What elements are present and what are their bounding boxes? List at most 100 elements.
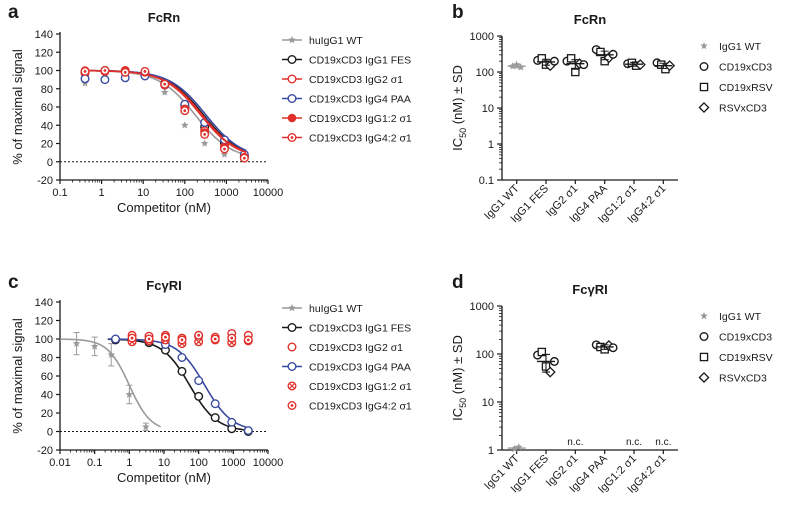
x-tick-label: 10000	[253, 457, 284, 469]
legend-marker	[288, 36, 296, 44]
data-point	[220, 150, 229, 158]
data-point	[200, 139, 209, 147]
data-point	[219, 144, 229, 154]
x-axis-label: Competitor (nM)	[117, 470, 211, 485]
data-point	[90, 342, 99, 350]
data-points	[508, 45, 676, 77]
data-point	[142, 422, 150, 431]
series-huigg1-wt	[60, 332, 161, 432]
legend-marker	[699, 352, 709, 362]
y-tick-label: 20	[41, 408, 53, 420]
data-point	[517, 63, 525, 71]
mean-sd-bar	[537, 353, 555, 373]
open-circle-marker-icon	[699, 62, 709, 72]
open-circle-marker-icon	[287, 55, 297, 65]
marker-center-dot	[123, 70, 127, 74]
sd-whisker	[512, 446, 521, 450]
y-tick-label: 0.1	[479, 175, 494, 187]
filled-circle-marker-icon	[287, 113, 297, 123]
marker-center-dot	[230, 336, 234, 340]
not-calculated-label: n.c.	[655, 437, 671, 448]
legend-item-igg1-wt: IgG1 WT	[700, 311, 762, 323]
plot-area	[80, 65, 249, 163]
x-tick-label: 0.1	[52, 187, 67, 199]
y-tick-label: 140	[35, 29, 53, 41]
y-axis-label-subscript: 50	[458, 128, 468, 138]
x-tick-label: 10000	[253, 187, 284, 199]
marker-center-dot	[103, 69, 107, 72]
legend-item-cd19xcd3-igg1-2-1: CD19xCD3 IgG1:2 σ1	[287, 381, 412, 393]
panel-letter: b	[452, 2, 464, 23]
legend-marker	[700, 312, 708, 320]
y-tick-label: 10	[482, 103, 494, 115]
legend-item-huigg1-wt: huIgG1 WT	[282, 35, 363, 47]
legend-label: huIgG1 WT	[309, 35, 363, 47]
legend-item-cd19xrsv: CD19xRSV	[699, 82, 773, 94]
square-marker-icon	[699, 352, 709, 362]
open-circle-marker-icon	[177, 353, 187, 363]
marker-center-dot	[197, 333, 201, 337]
data-point	[160, 79, 170, 89]
y-axis-label-units: (nM) ± SD	[450, 65, 465, 128]
plot-area	[60, 328, 253, 437]
panel-a-fcrn-binding-curves: a FcRn -20 0 20 40 60 80 100 120 140 0.1 1 10 100 1000 1…	[8, 2, 412, 215]
data-point	[210, 334, 220, 344]
legend-label: IgG1 WT	[719, 311, 762, 323]
data-point	[200, 129, 210, 139]
not-calculated-label: n.c.	[626, 437, 642, 448]
y-tick-label: 100	[476, 349, 494, 361]
y-tick-label: 10	[482, 397, 494, 409]
chart-title: FcRn	[148, 10, 181, 25]
y-tick-label: 100	[35, 334, 53, 346]
mean-sd-bar	[625, 61, 643, 67]
x-tick-label: 10	[158, 457, 170, 469]
legend-item-rsvxcd3: RSVxCD3	[698, 371, 767, 385]
legend: huIgG1 WT CD19xCD3 IgG1 FES CD19xCD3 IgG2 …	[282, 35, 412, 145]
y-tick-label: 80	[41, 353, 53, 365]
legend-marker	[287, 323, 297, 333]
legend-marker	[288, 304, 296, 312]
y-axis-label-main: IC	[450, 408, 465, 421]
open-circle-marker-icon	[177, 366, 187, 376]
legend-item-cd19xcd3-igg1-fes: CD19xCD3 IgG1 FES	[282, 55, 411, 67]
legend-label: CD19xCD3 IgG4:2 σ1	[309, 401, 412, 413]
legend-item-cd19xcd3-igg2-1: CD19xCD3 IgG2 σ1	[287, 342, 403, 354]
panel-d-fcgri-ic50: d FcγRI 1 10 100 1000 IC50 (nM) ± SD IgG1 WTIgG…	[450, 272, 773, 496]
data-point	[125, 390, 134, 398]
legend-marker	[287, 381, 297, 391]
mean-sd-bar	[537, 58, 555, 66]
legend-label: huIgG1 WT	[309, 303, 363, 315]
sd-whisker	[542, 353, 550, 373]
legend-marker	[287, 342, 297, 352]
star-marker-icon	[160, 88, 169, 96]
marker-center-dot	[143, 70, 147, 73]
y-tick-label: 100	[476, 67, 494, 79]
legend-label: CD19xCD3 IgG2 σ1	[309, 74, 403, 86]
legend-marker	[699, 332, 709, 342]
marker-center-dot	[246, 338, 250, 342]
legend-marker	[698, 101, 710, 114]
y-tick-label: 1000	[470, 301, 494, 313]
legend-label: CD19xCD3 IgG2 σ1	[309, 342, 403, 354]
marker-center-dot	[203, 132, 207, 136]
legend-label: CD19xCD3	[719, 332, 772, 344]
marker-cross	[195, 338, 202, 345]
y-tick-label: 120	[35, 316, 53, 328]
panel-letter: c	[8, 272, 19, 293]
legend-item-cd19xrsv: CD19xRSV	[699, 352, 773, 364]
data-point	[111, 334, 121, 344]
legend-label: CD19xCD3 IgG1 FES	[309, 323, 411, 335]
data-point	[107, 350, 116, 358]
sd-whisker	[512, 64, 521, 69]
open-circle-marker-icon	[699, 332, 709, 342]
legend-item-cd19xcd3-igg1-2-1: CD19xCD3 IgG1:2 σ1	[282, 113, 412, 125]
y-tick-label: -20	[37, 445, 53, 457]
data-point	[537, 347, 547, 357]
marker-center-dot	[163, 82, 167, 86]
open-circle-marker-icon	[210, 413, 220, 423]
x-tick-label: 1000	[214, 187, 238, 199]
open-circle-marker-icon	[210, 399, 220, 409]
x-tick-label: 0.01	[49, 457, 70, 469]
y-tick-label: -20	[37, 175, 53, 187]
